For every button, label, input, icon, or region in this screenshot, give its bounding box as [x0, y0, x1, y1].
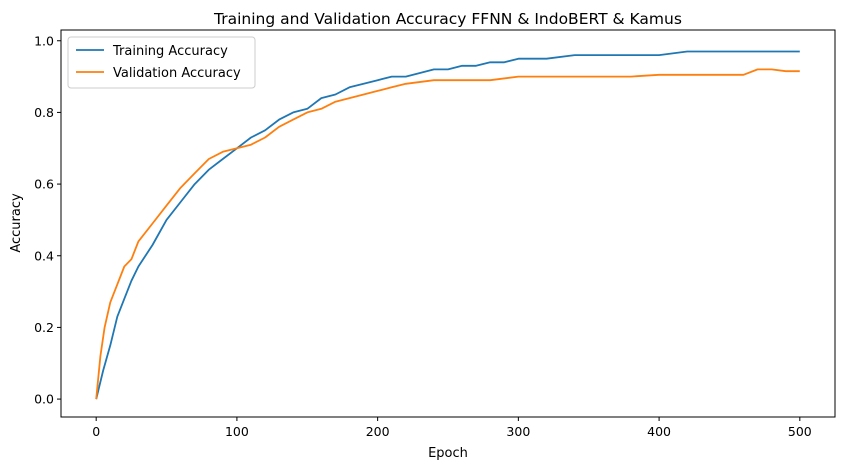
y-tick-label: 0.6 [34, 177, 54, 192]
legend-label-validation: Validation Accuracy [113, 66, 241, 81]
series-line-validation [95, 68, 800, 400]
y-axis-label: Accuracy [9, 193, 24, 253]
y-tick-label: 0.4 [34, 248, 54, 263]
x-axis-label: Epoch [428, 446, 468, 461]
legend-box [67, 36, 256, 89]
x-axis: 0 100 200 300 400 500 [92, 417, 812, 439]
x-tick-label: 300 [506, 424, 530, 439]
x-tick-label: 0 [92, 424, 100, 439]
chart-title: Training and Validation Accuracy FFNN & … [213, 10, 682, 28]
x-tick-label: 100 [225, 424, 249, 439]
plot-frame [60, 29, 836, 418]
y-tick-label: 1.0 [34, 33, 54, 48]
legend: Training Accuracy Validation Accuracy [67, 36, 256, 89]
x-tick-label: 200 [366, 424, 390, 439]
x-tick-label: 500 [788, 424, 812, 439]
series-line-training [95, 50, 800, 400]
plot-area [61, 30, 835, 417]
x-tick-label: 400 [647, 424, 671, 439]
y-axis: 0.0 0.2 0.4 0.6 0.8 1.0 [34, 33, 61, 407]
y-tick-label: 0.0 [34, 392, 54, 407]
series-layer [95, 50, 800, 400]
legend-label-training: Training Accuracy [112, 44, 228, 59]
y-tick-label: 0.2 [34, 320, 54, 335]
y-tick-label: 0.8 [34, 105, 54, 120]
